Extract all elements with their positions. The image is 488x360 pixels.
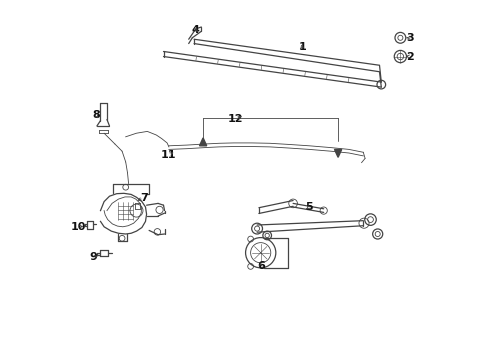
Text: 6: 6 — [256, 261, 264, 271]
Text: 12: 12 — [227, 114, 243, 124]
Text: 5: 5 — [305, 202, 312, 212]
Text: 4: 4 — [192, 24, 200, 35]
Text: 8: 8 — [92, 110, 100, 120]
Text: 2: 2 — [406, 51, 413, 62]
Polygon shape — [334, 149, 341, 157]
Text: 9: 9 — [89, 252, 97, 262]
Text: 7: 7 — [140, 193, 147, 203]
Text: 3: 3 — [406, 33, 413, 43]
Text: 1: 1 — [298, 42, 305, 52]
Text: 10: 10 — [70, 222, 86, 232]
Text: 11: 11 — [161, 150, 176, 160]
Polygon shape — [199, 138, 206, 146]
